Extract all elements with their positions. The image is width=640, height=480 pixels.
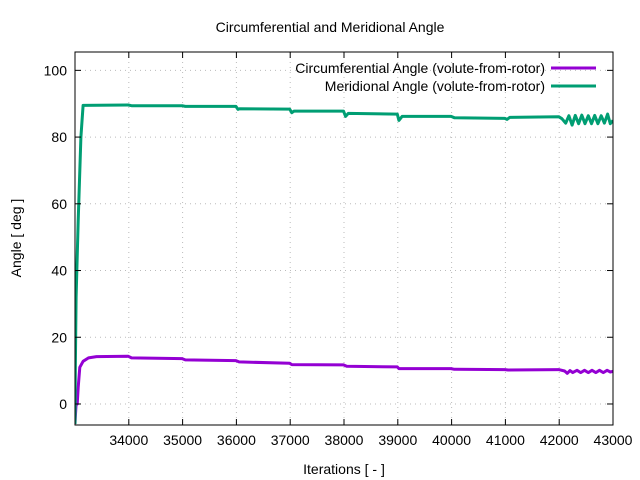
x-tick-label: 34000 — [109, 432, 148, 448]
y-tick-label: 0 — [59, 396, 67, 412]
y-tick-label: 100 — [44, 62, 68, 78]
x-tick-label: 37000 — [271, 432, 310, 448]
y-axis-label: Angle [ deg ] — [8, 199, 24, 278]
x-tick-label: 35000 — [163, 432, 202, 448]
x-tick-label: 39000 — [378, 432, 417, 448]
x-axis-label: Iterations [ - ] — [303, 461, 385, 477]
ticks: 34000 35000 36000 37000 38000 39000 40000 41000… — [44, 52, 633, 448]
x-tick-label: 41000 — [486, 432, 525, 448]
x-tick-label: 43000 — [594, 432, 633, 448]
legend: Circumferential Angle (volute-from-rotor… — [295, 60, 596, 94]
legend-label: Circumferential Angle (volute-from-rotor… — [295, 60, 545, 76]
y-tick-label: 40 — [51, 263, 67, 279]
x-tick-label: 40000 — [432, 432, 471, 448]
y-tick-label: 20 — [51, 329, 67, 345]
series-line-1 — [75, 354, 613, 425]
legend-label: Meridional Angle (volute-from-rotor) — [325, 78, 545, 94]
series-group — [75, 103, 613, 425]
x-tick-label: 38000 — [325, 432, 364, 448]
y-tick-label: 80 — [51, 129, 67, 145]
y-tick-label: 60 — [51, 196, 67, 212]
x-tick-label: 42000 — [540, 432, 579, 448]
chart-title: Circumferential and Meridional Angle — [216, 19, 445, 35]
series-line-2 — [75, 103, 613, 425]
x-tick-label: 36000 — [217, 432, 256, 448]
